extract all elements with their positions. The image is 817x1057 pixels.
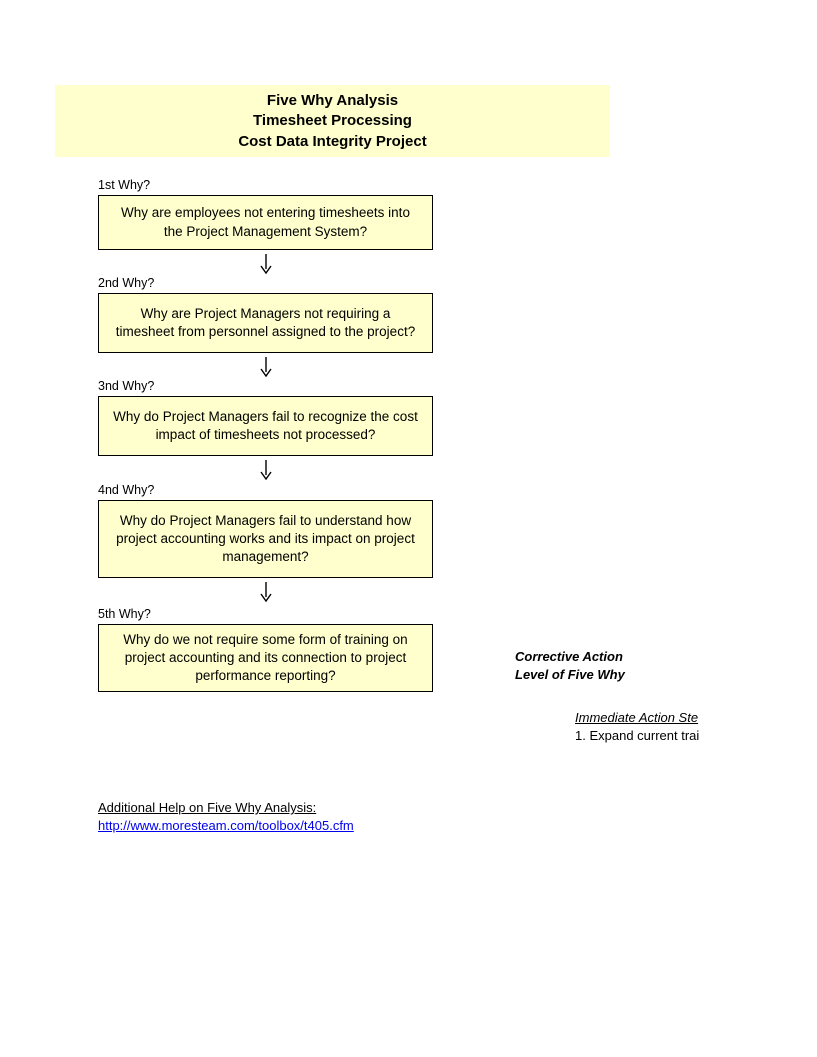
why-5-box: Why do we not require some form of train… — [98, 624, 433, 692]
why-1-label: 1st Why? — [98, 178, 150, 192]
title-line-2: Timesheet Processing — [55, 111, 610, 131]
corrective-line-1: Corrective Action — [515, 648, 625, 666]
arrow-4-icon — [259, 582, 273, 604]
title-line-3: Cost Data Integrity Project — [55, 132, 610, 152]
why-5-label: 5th Why? — [98, 607, 151, 621]
why-1-box: Why are employees not entering timesheet… — [98, 195, 433, 250]
why-4-box: Why do Project Managers fail to understa… — [98, 500, 433, 578]
why-1-text: Why are employees not entering timesheet… — [111, 204, 420, 240]
arrow-2-icon — [259, 357, 273, 379]
why-4-label: 4nd Why? — [98, 483, 154, 497]
immediate-action-item-1: 1. Expand current trai — [575, 728, 699, 743]
immediate-action-heading: Immediate Action Ste — [575, 710, 698, 725]
help-link[interactable]: http://www.moresteam.com/toolbox/t405.cf… — [98, 818, 354, 833]
corrective-line-2: Level of Five Why — [515, 666, 625, 684]
why-5-text: Why do we not require some form of train… — [111, 631, 420, 686]
why-3-text: Why do Project Managers fail to recogniz… — [111, 408, 420, 444]
why-2-box: Why are Project Managers not requiring a… — [98, 293, 433, 353]
why-2-text: Why are Project Managers not requiring a… — [111, 305, 420, 341]
help-label: Additional Help on Five Why Analysis: — [98, 800, 316, 815]
corrective-action-heading: Corrective Action Level of Five Why — [515, 648, 625, 683]
arrow-1-icon — [259, 254, 273, 276]
arrow-3-icon — [259, 460, 273, 482]
why-3-box: Why do Project Managers fail to recogniz… — [98, 396, 433, 456]
title-banner: Five Why Analysis Timesheet Processing C… — [55, 85, 610, 157]
why-4-text: Why do Project Managers fail to understa… — [111, 512, 420, 567]
why-3-label: 3nd Why? — [98, 379, 154, 393]
title-line-1: Five Why Analysis — [55, 91, 610, 111]
why-2-label: 2nd Why? — [98, 276, 154, 290]
